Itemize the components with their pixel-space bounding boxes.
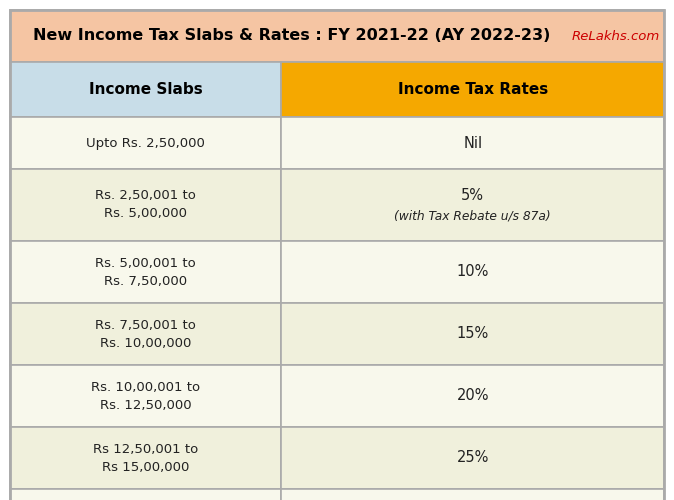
Text: 15%: 15% [456,326,489,342]
Text: 20%: 20% [456,388,489,404]
Text: Rs. 7,50,001 to
Rs. 10,00,000: Rs. 7,50,001 to Rs. 10,00,000 [95,318,196,350]
Bar [10,427,282,489]
Bar [10,489,282,500]
Bar [282,365,664,427]
Text: Income Slabs: Income Slabs [89,82,203,97]
Bar [282,427,664,489]
Bar [10,169,282,241]
Text: 25%: 25% [456,450,489,466]
Text: New Income Tax Slabs & Rates : FY 2021-22 (AY 2022-23): New Income Tax Slabs & Rates : FY 2021-2… [32,28,550,44]
Bar [10,365,282,427]
Text: Rs. 10,00,001 to
Rs. 12,50,000: Rs. 10,00,001 to Rs. 12,50,000 [91,380,200,412]
Text: (with Tax Rebate u/s 87a): (with Tax Rebate u/s 87a) [394,210,551,222]
Text: Income Tax Rates: Income Tax Rates [398,82,548,97]
Text: Nil: Nil [463,136,483,150]
Text: Rs 12,50,001 to
Rs 15,00,000: Rs 12,50,001 to Rs 15,00,000 [93,442,198,474]
Text: 5%: 5% [461,188,484,202]
Bar [10,117,282,169]
Bar [10,10,664,62]
Bar [282,169,664,241]
Bar [10,62,282,117]
Text: Rs. 2,50,001 to
Rs. 5,00,000: Rs. 2,50,001 to Rs. 5,00,000 [95,190,196,220]
Text: 10%: 10% [456,264,489,280]
Bar [282,117,664,169]
Text: ReLakhs.com: ReLakhs.com [572,30,660,43]
Bar [10,303,282,365]
Text: Upto Rs. 2,50,000: Upto Rs. 2,50,000 [86,136,205,149]
Bar [282,489,664,500]
Bar [10,241,282,303]
Bar [282,62,664,117]
Bar [282,303,664,365]
Bar [282,241,664,303]
Text: Rs. 5,00,001 to
Rs. 7,50,000: Rs. 5,00,001 to Rs. 7,50,000 [95,256,196,288]
